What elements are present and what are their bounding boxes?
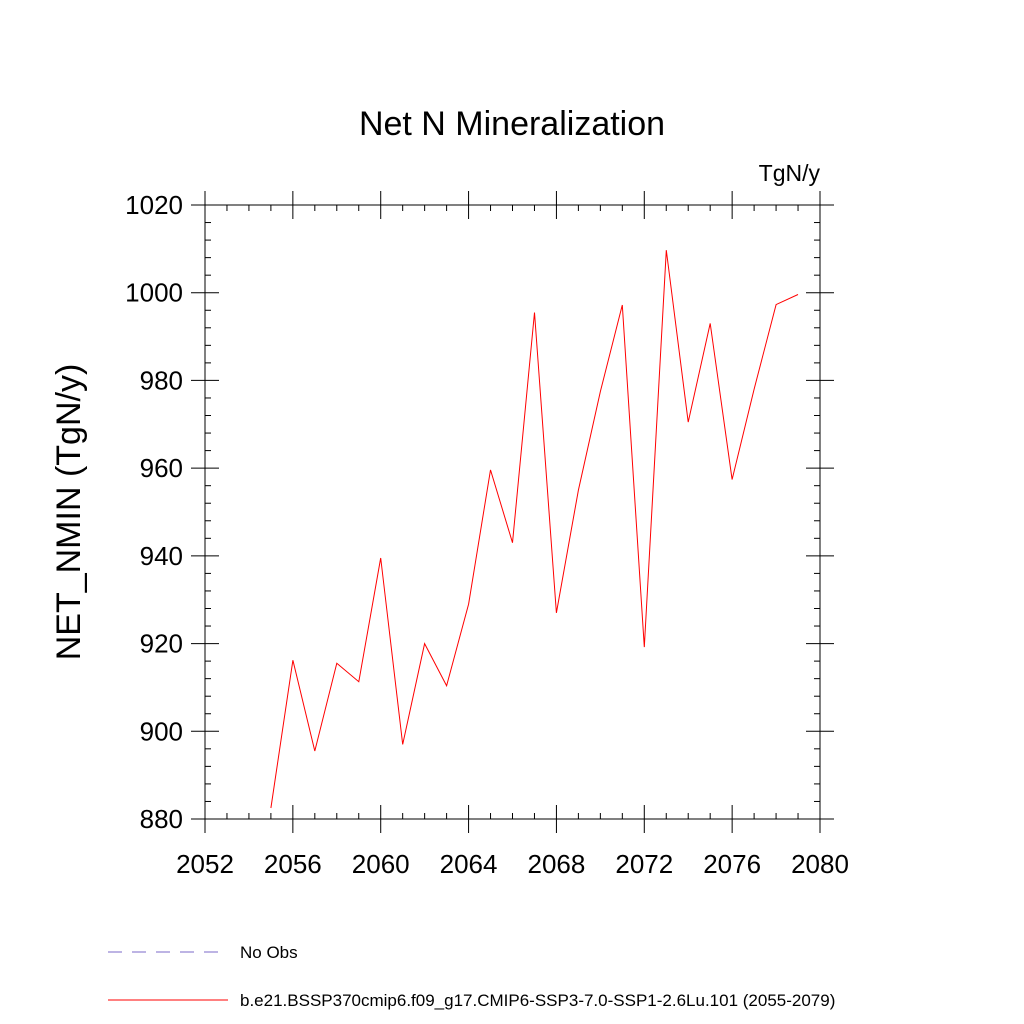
legend-label: No Obs bbox=[240, 943, 298, 962]
y-tick-label: 960 bbox=[140, 453, 183, 483]
y-tick-label: 940 bbox=[140, 541, 183, 571]
legend: No Obs b.e21.BSSP370cmip6.f09_g17.CMIP6-S… bbox=[108, 943, 835, 1010]
x-tick-label: 2064 bbox=[440, 849, 498, 879]
x-tick-label: 2052 bbox=[176, 849, 234, 879]
legend-label: b.e21.BSSP370cmip6.f09_g17.CMIP6-SSP3-7.… bbox=[240, 991, 835, 1010]
y-tick-label: 900 bbox=[140, 716, 183, 746]
y-tick-label: 920 bbox=[140, 629, 183, 659]
y-tick-label: 1020 bbox=[125, 190, 183, 220]
chart-title: Net N Mineralization bbox=[359, 105, 665, 143]
y-tick-label: 880 bbox=[140, 804, 183, 834]
axis-tick-labels: 2052 2056 2060 2064 2068 2072 2076 2080 880 900 92… bbox=[125, 190, 849, 879]
x-tick-label: 2068 bbox=[528, 849, 586, 879]
axis-ticks bbox=[191, 191, 834, 833]
units-label: TgN/y bbox=[759, 160, 821, 186]
y-axis-title: NET_NMIN (TgN/y) bbox=[50, 364, 88, 661]
y-tick-label: 980 bbox=[140, 365, 183, 395]
x-tick-label: 2056 bbox=[264, 849, 322, 879]
x-tick-label: 2060 bbox=[352, 849, 410, 879]
x-tick-label: 2076 bbox=[703, 849, 761, 879]
series-line bbox=[270, 250, 799, 809]
y-tick-label: 1000 bbox=[125, 278, 183, 308]
x-tick-label: 2072 bbox=[615, 849, 673, 879]
x-tick-label: 2080 bbox=[791, 849, 849, 879]
series-group bbox=[270, 250, 799, 809]
plot-frame bbox=[204, 204, 821, 820]
